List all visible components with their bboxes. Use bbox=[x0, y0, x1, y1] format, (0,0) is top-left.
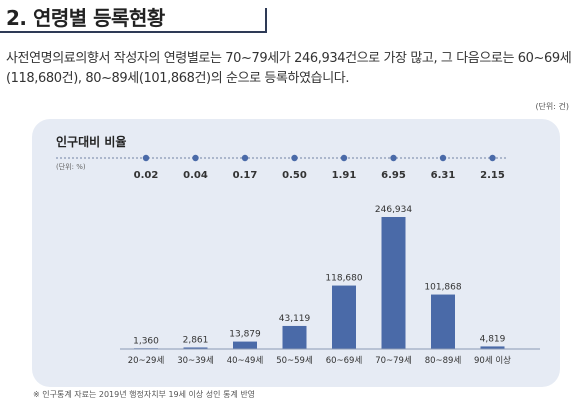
bar-value-label: 1,360 bbox=[133, 336, 159, 346]
rate-value-label: 6.31 bbox=[431, 170, 456, 181]
bar-value-label: 43,119 bbox=[279, 314, 311, 324]
x-tick-label: 90세 이상 bbox=[474, 355, 511, 366]
description-text: 사전연명의료의향서 작성자의 연령별로는 70~79세가 246,934건으로 … bbox=[6, 51, 572, 86]
bar-value-label: 4,819 bbox=[480, 334, 506, 344]
rate-point bbox=[340, 154, 348, 162]
rate-value-label: 0.17 bbox=[233, 170, 258, 181]
x-tick-label: 30~39세 bbox=[177, 356, 214, 366]
rate-point bbox=[241, 154, 249, 162]
rate-title: 인구대비 비율 bbox=[56, 134, 126, 149]
rate-point bbox=[390, 154, 397, 162]
footnote: ※ 인구통계 자료는 2019년 행정자치부 19세 이상 성인 통계 반영 bbox=[33, 390, 256, 399]
rate-point bbox=[439, 154, 447, 162]
bar-value-label: 13,879 bbox=[229, 330, 261, 340]
rate-value-label: 1.91 bbox=[332, 170, 357, 181]
bar-value-label: 101,868 bbox=[424, 283, 461, 293]
rate-point bbox=[142, 154, 150, 162]
chart-panel: 인구대비 비율 (단위: %) 0.02 1,360 20~29세 0.04 2,861 30… bbox=[32, 119, 560, 387]
bar-5 bbox=[332, 285, 356, 349]
bar-value-label: 118,680 bbox=[325, 274, 362, 284]
x-tick-label: 60~69세 bbox=[326, 356, 363, 366]
bar-value-label: 246,934 bbox=[375, 205, 412, 215]
rate-unit: (단위: %) bbox=[56, 162, 86, 171]
rate-point bbox=[291, 154, 298, 162]
rate-value-label: 0.50 bbox=[282, 170, 307, 181]
x-tick-label: 80~89세 bbox=[425, 356, 462, 366]
x-tick-label: 40~49세 bbox=[227, 356, 264, 366]
chart-svg: 인구대비 비율 (단위: %) 0.02 1,360 20~29세 0.04 2,861 30… bbox=[56, 134, 540, 366]
x-tick-label: 20~29세 bbox=[128, 356, 165, 366]
bar-6 bbox=[381, 217, 406, 349]
rate-point bbox=[489, 154, 496, 162]
rate-value-label: 0.02 bbox=[134, 170, 159, 181]
page-title: 2. 연령별 등록현황 bbox=[6, 6, 165, 30]
title-underline-tick bbox=[265, 8, 267, 33]
bar-4 bbox=[282, 325, 307, 349]
bar-3 bbox=[233, 341, 257, 349]
rate-point bbox=[192, 154, 199, 162]
x-tick-label: 50~59세 bbox=[276, 356, 313, 366]
bar-7 bbox=[431, 294, 455, 349]
bar-value-label: 2,861 bbox=[183, 335, 209, 345]
title-underline bbox=[0, 31, 267, 33]
rate-value-label: 2.15 bbox=[480, 170, 505, 181]
rate-value-label: 0.04 bbox=[183, 170, 208, 181]
rate-value-label: 6.95 bbox=[381, 170, 406, 181]
x-tick-label: 70~79세 bbox=[375, 356, 412, 366]
bar-8 bbox=[480, 346, 505, 349]
unit-note: (단위: 건) bbox=[535, 102, 569, 111]
bar-2 bbox=[183, 347, 208, 349]
